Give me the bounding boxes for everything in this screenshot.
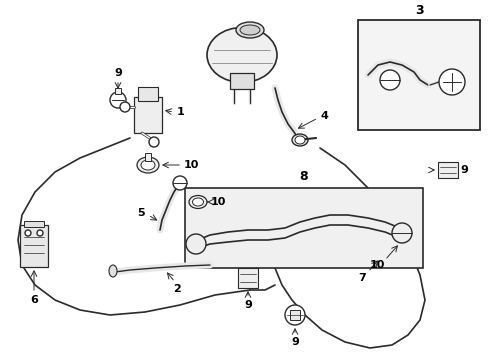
Circle shape <box>379 70 399 90</box>
Bar <box>115 88 121 94</box>
Text: 4: 4 <box>320 111 327 121</box>
Text: 7: 7 <box>357 273 365 283</box>
Text: 10: 10 <box>210 197 225 207</box>
Circle shape <box>25 230 31 236</box>
Ellipse shape <box>206 27 276 82</box>
Ellipse shape <box>109 265 117 277</box>
Bar <box>184 188 422 268</box>
Text: 9: 9 <box>459 165 467 175</box>
Ellipse shape <box>137 157 159 173</box>
Ellipse shape <box>294 136 305 144</box>
Text: 6: 6 <box>30 295 38 305</box>
Circle shape <box>438 69 464 95</box>
Ellipse shape <box>141 160 155 170</box>
Bar <box>357 20 479 130</box>
Ellipse shape <box>236 22 264 38</box>
Text: 9: 9 <box>114 68 122 78</box>
Text: 8: 8 <box>299 170 307 183</box>
Bar <box>238 268 258 288</box>
Bar <box>24 221 44 227</box>
Circle shape <box>149 137 159 147</box>
Ellipse shape <box>291 134 307 146</box>
Text: 2: 2 <box>173 284 181 294</box>
Bar <box>20 225 48 267</box>
Circle shape <box>110 92 126 108</box>
Bar <box>289 310 299 320</box>
Circle shape <box>173 176 186 190</box>
Bar <box>145 153 151 161</box>
Circle shape <box>391 223 411 243</box>
Circle shape <box>285 305 305 325</box>
Circle shape <box>120 102 130 112</box>
Text: 9: 9 <box>290 337 298 347</box>
Text: 1: 1 <box>177 107 184 117</box>
Bar <box>134 97 162 133</box>
Bar <box>229 73 253 89</box>
Bar <box>437 162 457 178</box>
Text: 5: 5 <box>137 208 144 218</box>
Text: 3: 3 <box>414 4 423 17</box>
Bar <box>138 87 158 101</box>
Text: 10: 10 <box>183 160 198 170</box>
Ellipse shape <box>189 195 206 208</box>
Text: 9: 9 <box>244 300 251 310</box>
Circle shape <box>185 234 205 254</box>
Circle shape <box>37 230 43 236</box>
Ellipse shape <box>192 198 203 206</box>
Ellipse shape <box>240 25 260 35</box>
Text: 10: 10 <box>368 260 384 270</box>
